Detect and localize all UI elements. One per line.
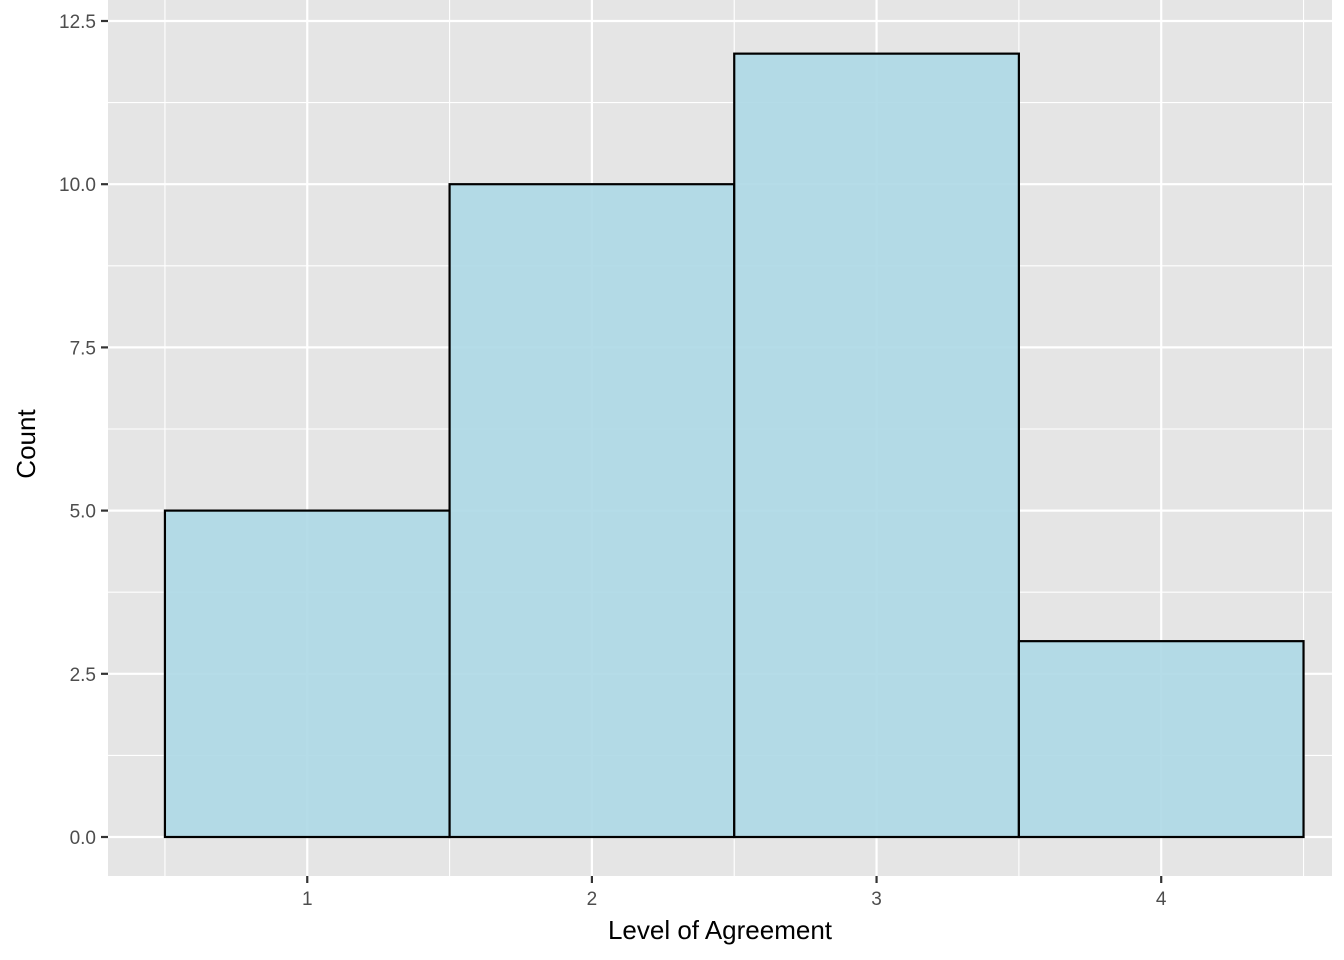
y-tick-label: 0.0 bbox=[70, 828, 96, 849]
x-tick-label: 4 bbox=[1156, 889, 1167, 910]
bars bbox=[163, 52, 1305, 839]
y-axis: 0.0 2.5 5.0 7.5 10.0 12.5 bbox=[59, 12, 108, 849]
y-tick-label: 12.5 bbox=[59, 12, 96, 33]
x-tick-label: 3 bbox=[871, 889, 882, 910]
y-tick-label: 10.0 bbox=[59, 175, 96, 196]
x-axis-title: Level of Agreement bbox=[608, 915, 833, 945]
y-tick-label: 2.5 bbox=[70, 665, 96, 686]
bar-2 bbox=[448, 183, 736, 839]
y-tick-label: 5.0 bbox=[70, 502, 96, 523]
y-axis-title: Count bbox=[11, 409, 41, 479]
bar-4 bbox=[1017, 640, 1305, 839]
x-axis: 1 2 3 4 bbox=[302, 876, 1167, 910]
x-tick-label: 2 bbox=[587, 889, 598, 910]
y-tick-label: 7.5 bbox=[70, 338, 96, 359]
bar-1 bbox=[163, 509, 451, 839]
x-tick-label: 1 bbox=[302, 889, 313, 910]
bar-3 bbox=[733, 52, 1020, 839]
